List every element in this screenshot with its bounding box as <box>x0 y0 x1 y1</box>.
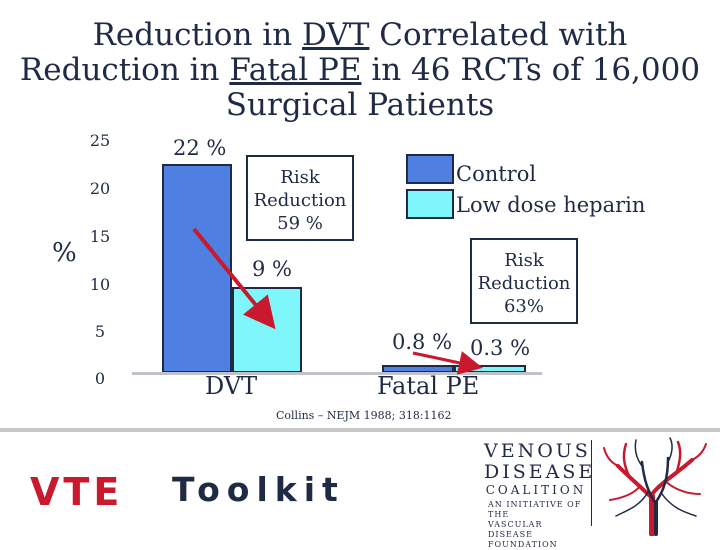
data-label-dvt-control: 22 % <box>173 136 227 160</box>
logo-word-coalition: COALITION <box>485 483 587 497</box>
data-label-pe-heparin: 0.3 % <box>470 336 531 360</box>
y-tick-label: 10 <box>89 275 111 294</box>
callout-line: Reduction <box>477 273 571 294</box>
legend-swatch-control <box>406 154 454 184</box>
y-tick-label: 5 <box>94 322 106 341</box>
legend-label-heparin: Low dose heparin <box>456 193 646 217</box>
title-part: Surgical Patients <box>225 87 495 123</box>
logo-tagline-line: FOUNDATION <box>488 540 558 549</box>
callout-line: Risk <box>280 167 320 188</box>
callout-line: Reduction <box>253 190 347 211</box>
data-label-dvt-heparin: 9 % <box>252 257 292 281</box>
y-tick-label: 25 <box>89 131 111 150</box>
title-part-fatal-pe: Fatal PE <box>229 52 362 88</box>
y-tick-label: 20 <box>89 179 111 198</box>
bar-dvt-heparin <box>232 287 302 373</box>
y-axis-label: % <box>52 238 77 268</box>
legend-swatch-heparin <box>406 189 454 219</box>
chart-title: Reduction in DVT Correlated with Reducti… <box>0 18 720 123</box>
title-part: Correlated with <box>369 17 628 53</box>
vte-wordmark: VTE <box>30 470 124 514</box>
logo-tagline-line: VASCULAR DISEASE <box>488 520 543 539</box>
footer-band <box>0 428 720 540</box>
citation: Collins – NEJM 1988; 318:1162 <box>276 409 452 422</box>
y-tick-label: 15 <box>89 227 111 246</box>
legend-label-control: Control <box>456 162 537 186</box>
risk-reduction-callout-pe: Risk Reduction 63% <box>470 238 578 324</box>
title-part: Reduction in <box>19 52 230 88</box>
category-label-fatal-pe: Fatal PE <box>377 372 480 400</box>
logo-tagline-line: AN INITIATIVE OF THE <box>488 500 582 519</box>
title-part: in 46 RCTs of 16,000 <box>361 52 701 88</box>
vein-tree-logo-icon <box>603 437 707 536</box>
logo-tagline: AN INITIATIVE OF THE VASCULAR DISEASE FO… <box>488 500 586 550</box>
y-tick-label: 0 <box>94 369 106 388</box>
logo-word-disease: DISEASE <box>484 461 596 483</box>
callout-line: 59 % <box>277 213 323 234</box>
category-label-dvt: DVT <box>205 372 258 400</box>
title-part-dvt: DVT <box>302 17 370 53</box>
callout-line: Risk <box>504 250 544 271</box>
logo-divider <box>591 440 592 526</box>
toolkit-wordmark: Toolkit <box>172 470 345 509</box>
x-axis-line <box>132 372 542 375</box>
logo-word-venous: VENOUS <box>484 440 591 462</box>
risk-reduction-callout-dvt: Risk Reduction 59 % <box>246 155 354 241</box>
callout-line: 63% <box>503 296 544 317</box>
data-label-pe-control: 0.8 % <box>392 330 453 354</box>
title-part: Reduction in <box>92 17 303 53</box>
bar-dvt-control <box>162 163 232 373</box>
